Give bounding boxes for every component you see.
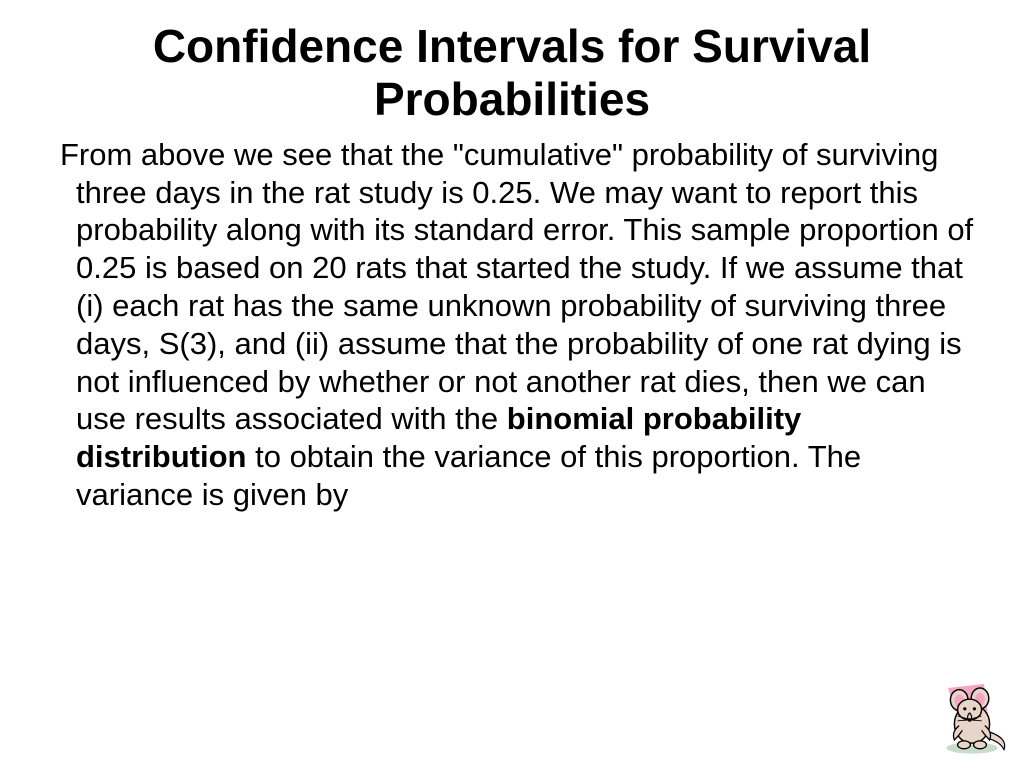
slide-container: Confidence Intervals for Survival Probab… (0, 0, 1024, 768)
slide-title: Confidence Intervals for Survival Probab… (50, 20, 974, 126)
mouse-icon (932, 676, 1012, 756)
body-pre-bold: From above we see that the "cumulative" … (60, 137, 973, 437)
slide-body: From above we see that the "cumulative" … (50, 136, 974, 514)
mouse-clipart (932, 676, 1012, 756)
